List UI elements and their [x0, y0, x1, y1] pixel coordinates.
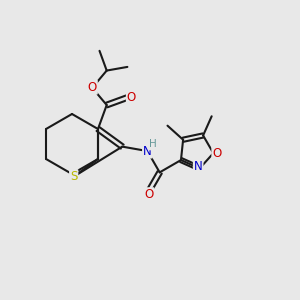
Text: O: O: [144, 188, 154, 201]
Text: O: O: [127, 91, 136, 104]
Text: N: N: [143, 145, 152, 158]
Text: O: O: [88, 81, 97, 94]
Text: O: O: [212, 147, 222, 160]
Text: S: S: [70, 170, 77, 183]
Text: N: N: [194, 160, 203, 173]
Text: H: H: [149, 140, 157, 149]
